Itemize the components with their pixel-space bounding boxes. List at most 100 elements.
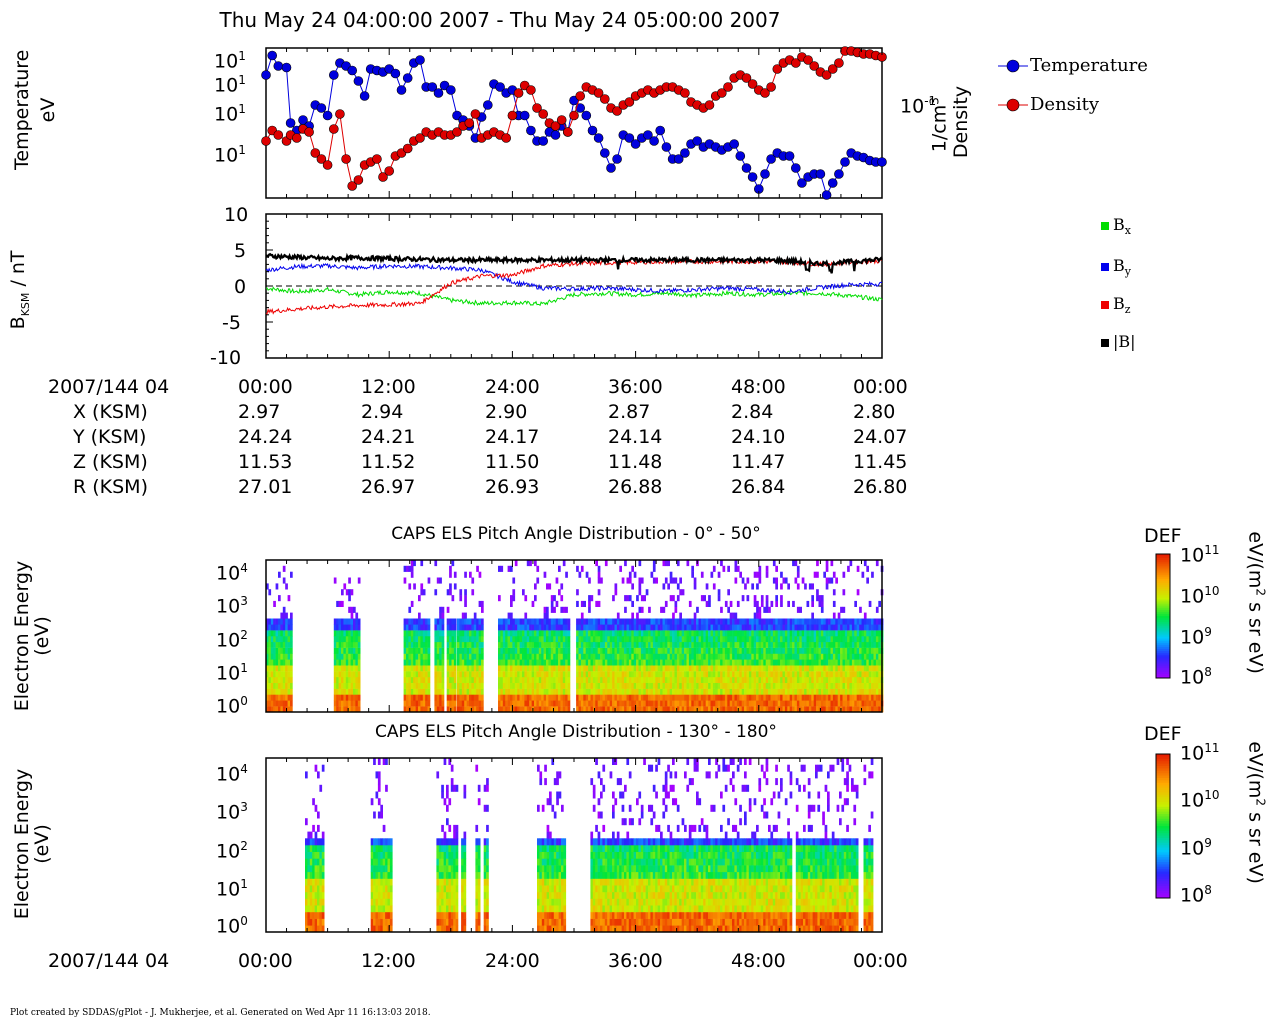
temperature-point bbox=[834, 169, 844, 179]
spectrogram-cell bbox=[600, 665, 603, 672]
spectrogram-cell bbox=[794, 653, 798, 660]
spectrogram-cell bbox=[370, 885, 374, 893]
spectrogram-cell bbox=[498, 676, 501, 683]
spectrogram-cell bbox=[770, 600, 774, 607]
spectrogram-cell bbox=[415, 700, 419, 707]
spectrogram-cell bbox=[558, 659, 561, 666]
spectrogram-cell bbox=[784, 700, 788, 707]
spectrogram-cell bbox=[353, 606, 356, 613]
spectrogram-cell bbox=[422, 682, 426, 689]
spectrogram-cell bbox=[357, 624, 361, 631]
spectrogram-cell bbox=[600, 706, 603, 713]
spectrogram-cell bbox=[546, 865, 550, 873]
spectrogram-cell bbox=[439, 624, 442, 631]
spectrogram-cell bbox=[806, 676, 810, 683]
spectrogram-cell bbox=[543, 682, 547, 689]
spectrogram-cell bbox=[413, 688, 416, 695]
spectrogram-cell bbox=[650, 647, 654, 654]
spectrogram-cell bbox=[643, 595, 646, 602]
spectrogram-cell bbox=[616, 612, 620, 619]
spectrogram-cell bbox=[436, 636, 440, 643]
spectrogram-cell bbox=[708, 676, 711, 683]
spectrogram-cell bbox=[722, 647, 726, 654]
spectrogram-cell bbox=[806, 624, 810, 631]
spectrogram-cell bbox=[541, 630, 544, 637]
spectrogram-cell bbox=[312, 925, 315, 933]
spectrogram-cell bbox=[590, 831, 594, 839]
spectrogram-cell bbox=[375, 925, 379, 933]
spectrogram-cell bbox=[551, 925, 555, 933]
spectrogram-cell bbox=[307, 845, 311, 852]
spectrogram-cell bbox=[688, 676, 692, 683]
spectrogram-cell bbox=[835, 694, 838, 701]
spectrogram-cell bbox=[736, 659, 740, 666]
spectrogram-cell bbox=[662, 583, 666, 590]
spectrogram-cell bbox=[446, 911, 449, 919]
spectrogram-cell bbox=[446, 653, 450, 660]
spectrogram-cell bbox=[832, 671, 836, 678]
spectrogram-cell bbox=[660, 636, 663, 643]
spectrogram-cell bbox=[847, 641, 850, 648]
spectrogram-cell bbox=[502, 682, 506, 689]
spectrogram-cell bbox=[348, 676, 351, 683]
spectrogram-cell bbox=[592, 624, 596, 631]
density-point bbox=[384, 166, 395, 176]
spectrogram-cell bbox=[628, 641, 632, 648]
spectrogram-cell bbox=[522, 641, 525, 648]
spectrogram-cell bbox=[729, 665, 733, 672]
spectrogram-cell bbox=[450, 885, 454, 893]
spectrogram-cell bbox=[796, 665, 800, 672]
spectrogram-cell bbox=[350, 624, 354, 631]
spectrogram-cell bbox=[614, 671, 618, 678]
spectrogram-cell bbox=[828, 636, 831, 643]
spectrogram-cell bbox=[448, 898, 452, 906]
spectrogram-cell bbox=[546, 918, 550, 926]
spectrogram-cell bbox=[873, 647, 877, 654]
spectrogram-cell bbox=[672, 630, 675, 637]
spectrogram-cell bbox=[691, 618, 694, 625]
spectrogram-cell bbox=[863, 682, 867, 689]
spectrogram-cell bbox=[415, 682, 419, 689]
spectrogram-cell bbox=[473, 659, 477, 666]
legend-by: By bbox=[1101, 256, 1131, 278]
spectrogram-cell bbox=[768, 641, 771, 648]
spectrogram-cell bbox=[849, 659, 853, 666]
spectrogram-cell bbox=[551, 858, 555, 866]
spectrogram-cell bbox=[789, 676, 793, 683]
spectrogram-cell bbox=[546, 641, 549, 648]
spectrogram-cell bbox=[792, 560, 795, 567]
spectrogram-cell bbox=[621, 630, 625, 637]
spectrogram-cell bbox=[522, 700, 525, 707]
spectrogram-cell bbox=[522, 665, 525, 672]
spectrogram-cell bbox=[539, 891, 543, 899]
spectrogram-cell bbox=[619, 676, 622, 683]
spectrogram-cell bbox=[691, 688, 694, 695]
spectrogram-cell bbox=[486, 918, 489, 926]
spectrogram-cell bbox=[878, 671, 881, 678]
spectrogram-cell bbox=[522, 636, 525, 643]
spectrogram-cell bbox=[758, 671, 762, 678]
spectrogram-cell bbox=[505, 665, 508, 672]
spectrogram-cell bbox=[746, 624, 750, 631]
spectrogram-cell bbox=[792, 676, 795, 683]
spectrogram-cell bbox=[550, 641, 554, 648]
spectrogram-cell bbox=[868, 682, 872, 689]
spectrogram-cell bbox=[517, 636, 520, 643]
spectrogram-cell bbox=[373, 811, 376, 819]
spectrogram-cell bbox=[782, 636, 786, 643]
spectrogram-cell bbox=[443, 911, 447, 919]
spectrogram-cell bbox=[693, 624, 697, 631]
spectrogram-cell bbox=[565, 641, 568, 648]
els1-tick-1e4: 104 bbox=[216, 561, 248, 585]
spectrogram-cell bbox=[595, 630, 598, 637]
spectrogram-cell bbox=[727, 700, 730, 707]
spectrogram-cell bbox=[760, 636, 764, 643]
spectrogram-cell bbox=[703, 706, 706, 713]
spectrogram-cell bbox=[751, 636, 754, 643]
spectrogram-cell bbox=[688, 659, 692, 666]
spectrogram-cell bbox=[510, 700, 513, 707]
spectrogram-cell bbox=[676, 583, 680, 590]
spectrogram-cell bbox=[657, 630, 661, 637]
spectrogram-cell bbox=[382, 925, 386, 933]
spectrogram-cell bbox=[385, 758, 388, 765]
